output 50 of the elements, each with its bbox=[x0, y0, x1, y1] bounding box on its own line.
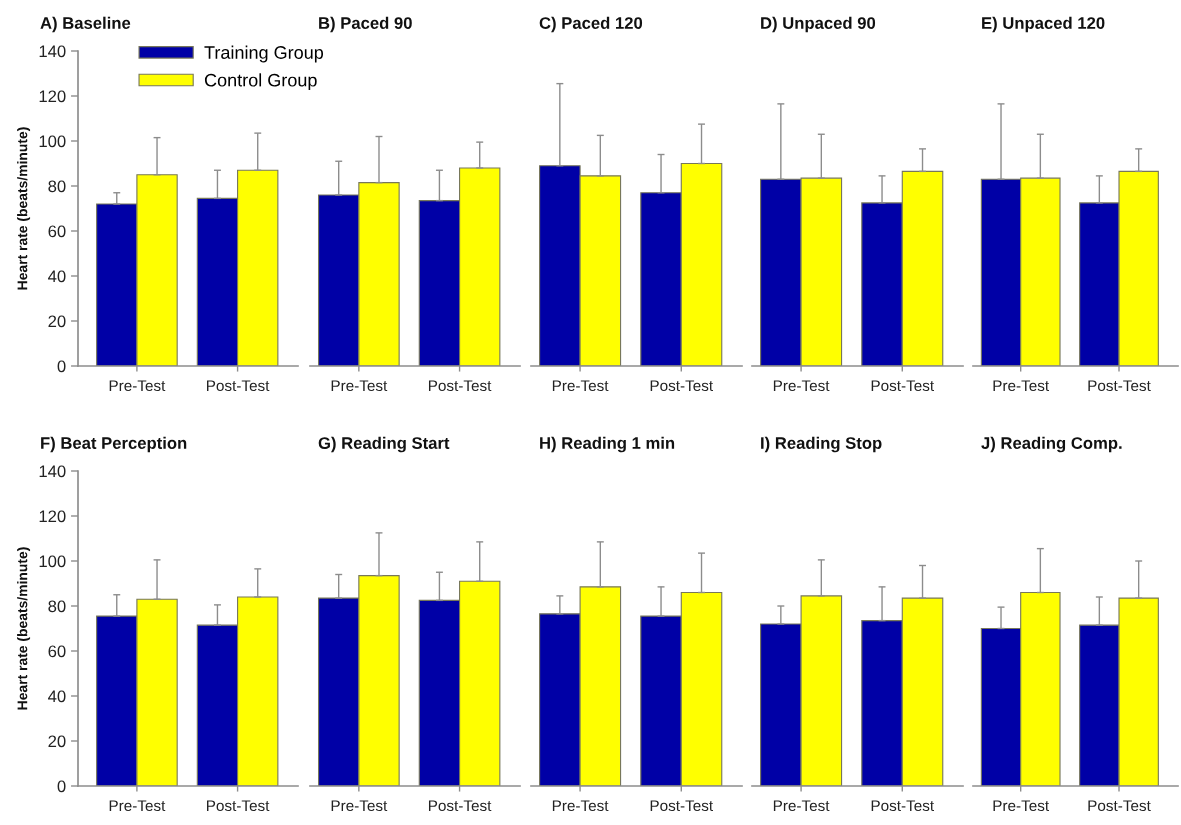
x-tick-label: Post-Test bbox=[428, 800, 492, 812]
x-tick-label: Pre-Test bbox=[993, 380, 1050, 392]
y-tick-label: 140 bbox=[39, 45, 66, 58]
chart-title: G) Reading Start bbox=[318, 436, 450, 453]
x-tick-label: Pre-Test bbox=[552, 380, 609, 392]
y-tick-label: 0 bbox=[57, 360, 66, 373]
y-tick-label: 120 bbox=[39, 90, 66, 103]
chart-title: C) Paced 120 bbox=[539, 16, 643, 33]
x-tick-label: Post-Test bbox=[871, 800, 935, 812]
chart-title: H) Reading 1 min bbox=[540, 436, 675, 453]
y-tick-label: 20 bbox=[48, 735, 66, 748]
chart-title: B) Paced 90 bbox=[319, 16, 412, 33]
x-tick-label: Post-Test bbox=[871, 380, 935, 392]
x-tick-label: Post-Test bbox=[207, 380, 270, 392]
y-tick-label: 80 bbox=[48, 600, 66, 613]
x-tick-label: Pre-Test bbox=[331, 800, 388, 812]
y-tick-label: 20 bbox=[48, 315, 66, 328]
legend-label: Control Group bbox=[204, 73, 317, 91]
x-tick-label: Post-Test bbox=[650, 800, 714, 812]
x-tick-label: Post-Test bbox=[650, 380, 714, 392]
chart-title: J) Reading Comp. bbox=[981, 436, 1122, 453]
y-tick-label: 80 bbox=[48, 180, 66, 193]
x-tick-label: Post-Test bbox=[1088, 380, 1151, 392]
x-tick-label: Pre-Test bbox=[109, 800, 166, 812]
y-axis-title: Heart rate (beats/minute) bbox=[17, 547, 31, 710]
y-tick-label: 0 bbox=[57, 780, 66, 793]
x-tick-label: Pre-Test bbox=[993, 800, 1050, 812]
y-tick-label: 100 bbox=[39, 135, 66, 148]
x-tick-label: Post-Test bbox=[428, 380, 492, 392]
chart-title: E) Unpaced 120 bbox=[982, 16, 1105, 33]
y-tick-label: 120 bbox=[39, 510, 66, 523]
y-tick-label: 40 bbox=[48, 690, 66, 703]
legend-label: Training Group bbox=[204, 45, 324, 63]
chart-title: A) Baseline bbox=[40, 16, 131, 33]
x-tick-label: Post-Test bbox=[207, 800, 270, 812]
x-tick-label: Pre-Test bbox=[109, 380, 166, 392]
x-tick-label: Pre-Test bbox=[331, 380, 388, 392]
chart-title: D) Unpaced 90 bbox=[761, 16, 876, 33]
chart-title: F) Beat Perception bbox=[41, 436, 187, 453]
y-tick-label: 100 bbox=[39, 555, 66, 568]
chart-title: I) Reading Stop bbox=[761, 436, 882, 453]
x-tick-label: Post-Test bbox=[1088, 800, 1151, 812]
y-tick-label: 60 bbox=[48, 225, 66, 238]
y-tick-label: 140 bbox=[39, 465, 66, 478]
y-tick-label: 60 bbox=[48, 645, 66, 658]
x-tick-label: Pre-Test bbox=[773, 800, 830, 812]
y-axis-title: Heart rate (beats/minute) bbox=[17, 127, 31, 290]
x-tick-label: Pre-Test bbox=[773, 380, 830, 392]
y-tick-label: 40 bbox=[48, 270, 66, 283]
x-tick-label: Pre-Test bbox=[552, 800, 609, 812]
